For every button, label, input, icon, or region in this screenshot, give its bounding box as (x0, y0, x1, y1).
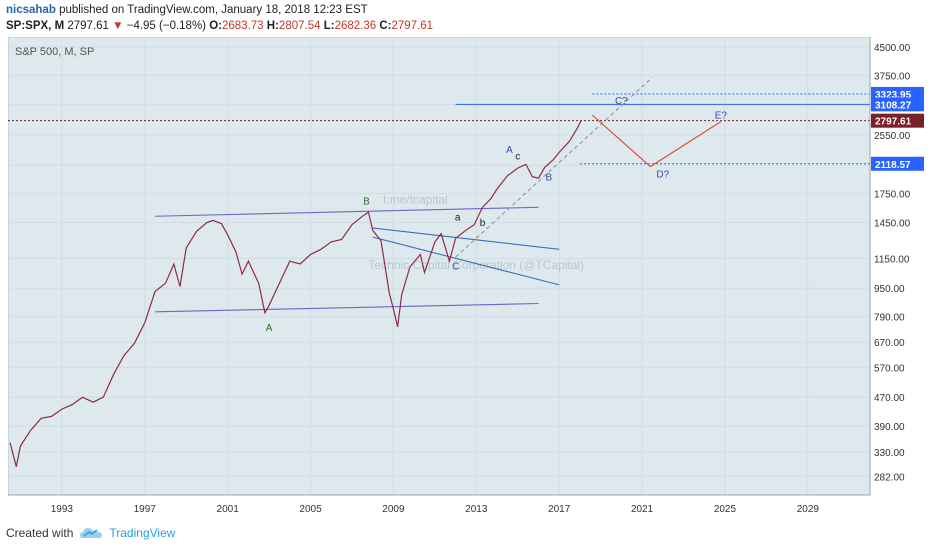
price-marker-tag (871, 156, 924, 171)
wave-label: A (266, 323, 273, 334)
x-tick-label: 2017 (548, 504, 571, 515)
low-label: L: (323, 20, 335, 32)
published-text: published on TradingView.com, January 18… (59, 4, 368, 16)
x-tick-label: 2005 (299, 504, 322, 515)
trendline[interactable] (372, 227, 560, 250)
price-marker-label: 3108.27 (875, 100, 912, 111)
y-tick-label: 1450.00 (874, 219, 911, 230)
wave-label: B (545, 173, 552, 184)
wave-label: a (455, 212, 461, 223)
down-arrow-icon: ▼ (112, 20, 124, 32)
y-tick-label: 2550.00 (874, 131, 911, 142)
y-tick-label: 4500.00 (874, 43, 911, 54)
low-value: 2682.36 (334, 20, 377, 32)
trendline[interactable] (650, 121, 722, 168)
symbol-label: SP:SPX, M (6, 20, 65, 32)
wave-label: c (515, 151, 520, 162)
wave-label: D? (656, 169, 669, 180)
x-tick-label: 2009 (382, 504, 405, 515)
chart-title: S&P 500, M, SP (15, 46, 94, 58)
price-level-lines (8, 93, 870, 165)
price-marker-label: 2118.57 (875, 160, 911, 171)
x-tick-label: 2013 (465, 504, 488, 515)
y-tick-label: 670.00 (874, 338, 905, 349)
grid (8, 37, 870, 495)
y-tick-label: 790.00 (874, 313, 905, 324)
price-marker-label: 3323.95 (875, 90, 912, 101)
watermark-channel: t.me/tcapital (383, 192, 448, 206)
x-tick-label: 1997 (134, 504, 157, 515)
y-tick-label: 3750.00 (874, 71, 911, 82)
wave-label: E? (715, 110, 728, 121)
trendline[interactable] (155, 206, 539, 217)
open-label: O: (209, 20, 222, 32)
y-axis[interactable]: 282.00 330.00 390.00 470.00 570.00 670.00 790.… (869, 37, 924, 495)
chart-frame[interactable]: t.me/tcapital Technic Capital Corporatio… (7, 36, 924, 519)
trendline[interactable] (155, 302, 539, 313)
trendline[interactable] (591, 114, 651, 168)
x-tick-label: 2029 (797, 504, 820, 515)
trendlines (155, 76, 722, 313)
wave-label: b (480, 218, 486, 229)
price-change: −4.95 (−0.18%) (126, 20, 207, 32)
wave-label: C? (615, 96, 628, 107)
tradingview-link[interactable]: TradingView (109, 526, 176, 540)
price-marker-label: 2797.61 (875, 117, 912, 128)
tradingview-cloud-icon (80, 528, 103, 538)
watermark-company: Technic Capital Corporation (@TCapital) (369, 258, 585, 272)
y-tick-label: 1750.00 (874, 189, 911, 200)
high-value: 2807.54 (278, 20, 321, 32)
created-with-text: Created with (6, 526, 74, 540)
x-tick-label: 2001 (217, 504, 240, 515)
series-line (9, 120, 582, 467)
close-label: C: (379, 20, 392, 32)
close-value: 2797.61 (391, 20, 434, 32)
high-label: H: (266, 20, 279, 32)
ohlc-line: SP:SPX, M 2797.61 ▼ −4.95 (−0.18%) O:268… (6, 20, 926, 32)
x-tick-label: 2021 (631, 504, 654, 515)
wave-label: A (506, 145, 513, 156)
trendline[interactable] (372, 236, 560, 286)
y-tick-label: 330.00 (874, 448, 905, 459)
wave-label: B (363, 196, 370, 207)
x-tick-label: 1993 (51, 504, 74, 515)
x-tick-label: 2025 (714, 504, 737, 515)
plot-area[interactable] (7, 36, 871, 496)
footer: Created with TradingView (6, 526, 175, 540)
author-link[interactable]: nicsahab (6, 4, 56, 16)
price-marker-tag (871, 113, 924, 128)
x-axis[interactable]: 1993 1997 2001 2005 2009 2013 2017 2021 2025 2029 (8, 494, 870, 515)
y-tick-label: 470.00 (874, 393, 905, 404)
y-tick-label: 570.00 (874, 363, 905, 374)
y-tick-label: 390.00 (874, 422, 905, 433)
price-marker-tag (871, 97, 924, 112)
y-tick-label: 1150.00 (874, 254, 910, 265)
price-chart[interactable]: t.me/tcapital Technic Capital Corporatio… (7, 36, 924, 519)
last-price: 2797.61 (67, 20, 109, 32)
y-tick-label: 282.00 (874, 472, 905, 483)
open-value: 2683.73 (222, 20, 264, 32)
y-tick-label: 950.00 (874, 284, 905, 295)
wave-annotations: A Ba b C Ac B C? D? E? (266, 96, 728, 334)
publish-line: nicsahab published on TradingView.com, J… (6, 4, 926, 16)
wave-label: C (452, 262, 459, 273)
trendline[interactable] (455, 76, 653, 258)
